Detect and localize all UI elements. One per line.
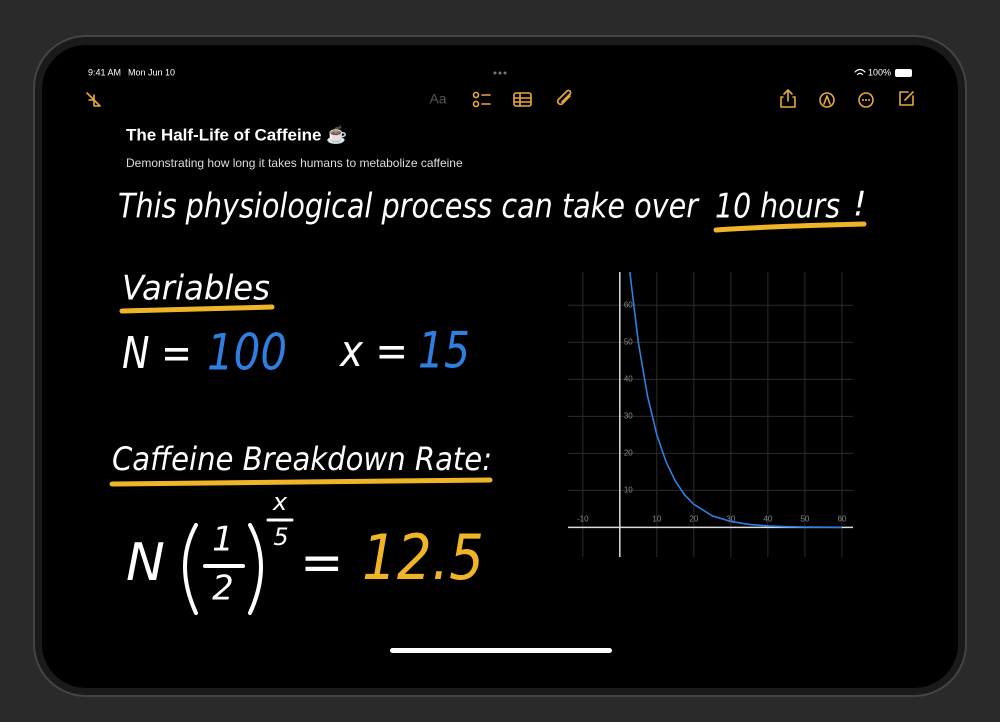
formula-equals: = xyxy=(300,533,344,593)
x-tick-label: 60 xyxy=(837,514,846,523)
formula-denominator: 2 xyxy=(212,569,234,609)
formula-result: 12.5 xyxy=(362,521,484,594)
status-date: Mon Jun 10 xyxy=(128,67,175,77)
exponent-denominator: 5 xyxy=(273,523,288,551)
x-value: 15 xyxy=(418,322,470,380)
share-button[interactable] xyxy=(780,89,796,108)
n-name: N = xyxy=(122,328,192,379)
rate-heading: Caffeine Breakdown Rate: xyxy=(112,440,492,478)
formula-parentheses xyxy=(183,523,263,615)
exponent-numerator: x xyxy=(272,488,288,516)
n-value: 100 xyxy=(207,324,287,382)
x-tick-label: 30 xyxy=(726,514,735,523)
battery-level: 100% xyxy=(868,67,891,77)
y-tick-label: 60 xyxy=(624,300,633,309)
note-title: The Half-Life of Caffeine ☕ xyxy=(126,124,347,144)
handwritten-headline: This physiological process can take over xyxy=(118,187,700,227)
status-time: 9:41 AM xyxy=(88,67,121,77)
x-name: x = xyxy=(338,326,408,377)
emphasis-underline xyxy=(713,221,867,233)
table-button[interactable] xyxy=(513,92,532,107)
heading-underline xyxy=(119,304,275,314)
variables-heading: Variables xyxy=(122,269,270,309)
handwritten-exclaim: ! xyxy=(853,185,867,225)
x-tick-label: 40 xyxy=(763,514,772,523)
attach-button[interactable] xyxy=(556,89,572,106)
markup-button[interactable] xyxy=(819,92,835,108)
home-indicator xyxy=(390,648,612,653)
battery-icon xyxy=(895,69,912,77)
y-tick-label: 20 xyxy=(624,448,633,457)
x-tick-label: 20 xyxy=(689,514,698,523)
heading-underline xyxy=(109,477,493,487)
multitask-dots xyxy=(493,71,507,75)
y-tick-label: 40 xyxy=(624,374,633,383)
y-tick-label: 50 xyxy=(624,337,633,346)
checklist-button[interactable] xyxy=(472,91,491,108)
y-tick-label: 10 xyxy=(624,485,633,494)
compose-button[interactable] xyxy=(899,91,914,106)
x-tick-label: -10 xyxy=(577,514,589,523)
more-button[interactable] xyxy=(858,92,874,108)
note-subtitle: Demonstrating how long it takes humans t… xyxy=(126,156,463,170)
curve xyxy=(629,272,842,529)
y-tick-label: 30 xyxy=(624,411,633,420)
formula-n: N xyxy=(126,533,165,593)
x-tick-label: 50 xyxy=(800,514,809,523)
handwritten-emphasis: 10 hours xyxy=(715,187,840,227)
wifi-icon xyxy=(854,68,866,76)
formula-numerator: 1 xyxy=(212,520,234,560)
graph: -10 10 20 30 40 50 60 10 20 30 40 50 60 xyxy=(568,272,853,557)
x-tick-label: 10 xyxy=(652,514,661,523)
collapse-button[interactable] xyxy=(86,92,101,107)
format-button[interactable]: Aa xyxy=(429,91,446,107)
